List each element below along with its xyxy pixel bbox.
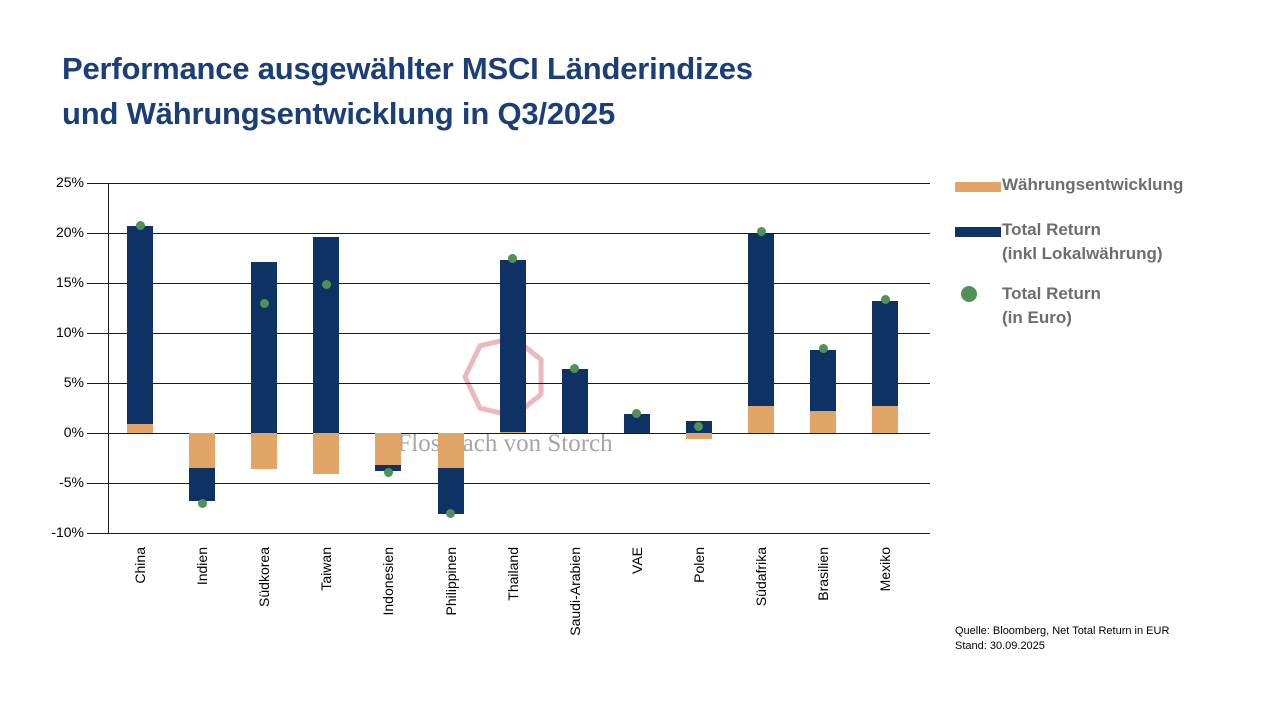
legend-label-line1: Total Return xyxy=(1002,284,1101,303)
euro-return-dot xyxy=(880,294,890,304)
x-axis-label: Taiwan xyxy=(318,547,335,591)
currency-bar-segment xyxy=(189,433,216,468)
currency-bar-segment xyxy=(375,433,402,465)
total-return-bar-segment xyxy=(189,468,216,501)
euro-return-dot xyxy=(259,298,269,308)
grid-line xyxy=(87,183,930,184)
source-line1: Quelle: Bloomberg, Net Total Return in E… xyxy=(955,625,1170,637)
source-line2: Stand: 30.09.2025 xyxy=(955,640,1045,652)
currency-bar-segment xyxy=(748,406,774,433)
currency-bar-segment xyxy=(499,431,526,433)
currency-bar-segment xyxy=(872,406,899,433)
x-axis-label: Südafrika xyxy=(753,547,769,607)
currency-bar-segment xyxy=(251,433,278,469)
currency-bar-segment xyxy=(313,433,340,474)
currency-bar-segment xyxy=(127,424,153,433)
y-axis-label: 25% xyxy=(55,174,84,190)
total-return-bar-segment xyxy=(313,237,340,433)
grid-line xyxy=(87,483,930,484)
currency-bar-segment xyxy=(437,433,464,468)
euro-return-dot xyxy=(197,498,207,508)
total-return-bar-segment xyxy=(127,226,153,424)
total-return-bar-segment xyxy=(251,262,278,433)
y-axis-label: 0% xyxy=(63,424,84,440)
source-note: Quelle: Bloomberg, Net Total Return in E… xyxy=(955,624,1169,654)
y-axis-label: 20% xyxy=(55,224,84,240)
x-axis-label: Saudi-Arabien xyxy=(566,547,583,636)
currency-bar-segment xyxy=(810,411,837,433)
legend-label: Total Return (inkl Lokalwährung) xyxy=(1002,218,1242,266)
euro-return-dot xyxy=(818,343,828,353)
legend-label-line2: (in Euro) xyxy=(1002,308,1072,327)
x-axis-label: Indonesien xyxy=(380,547,397,616)
x-axis-label: Philippinen xyxy=(442,547,459,616)
x-axis-label: Polen xyxy=(690,547,707,583)
grid-line xyxy=(87,533,930,534)
grid-line xyxy=(87,233,930,234)
euro-return-dot xyxy=(446,508,455,518)
legend-label: Total Return (in Euro) xyxy=(1002,282,1242,330)
total-return-bar-segment xyxy=(499,260,526,432)
legend-label-line1: Total Return xyxy=(1002,220,1101,239)
total-return-bar-segment xyxy=(810,350,837,411)
total-return-bar-segment xyxy=(748,234,774,406)
chart-title-line2: und Währungsentwicklung in Q3/2025 xyxy=(62,96,616,131)
euro-return-dot xyxy=(756,226,766,236)
green-dot-swatch-icon xyxy=(961,286,977,302)
euro-return-dot xyxy=(135,220,145,230)
y-axis-line xyxy=(108,183,109,533)
y-axis-label: 15% xyxy=(55,274,84,290)
grid-line xyxy=(87,433,930,434)
chart-title-line1: Performance ausgewählter MSCI Länderindi… xyxy=(62,51,753,86)
x-axis-label: Südkorea xyxy=(256,547,273,607)
y-axis-label: 5% xyxy=(63,374,84,390)
euro-return-dot xyxy=(694,421,704,431)
x-axis-label: Mexiko xyxy=(877,547,894,592)
legend-label-line2: (inkl Lokalwährung) xyxy=(1002,244,1163,263)
y-axis-label: -5% xyxy=(59,474,84,490)
x-axis-label: VAE xyxy=(628,547,645,574)
chart-title: Performance ausgewählter MSCI Länderindi… xyxy=(62,46,942,136)
navy-bar-swatch-icon xyxy=(955,227,1001,237)
y-axis-label: -10% xyxy=(51,524,84,540)
currency-bar-segment xyxy=(685,433,712,439)
x-axis-label: Indien xyxy=(194,547,211,586)
euro-return-dot xyxy=(632,408,642,418)
legend-label: Währungsentwicklung xyxy=(1002,175,1184,194)
x-axis-label: China xyxy=(132,547,148,584)
watermark-text: Flossbach von Storch xyxy=(397,430,613,457)
euro-return-dot xyxy=(383,467,393,477)
euro-return-dot xyxy=(508,253,518,263)
euro-return-dot xyxy=(321,279,331,289)
total-return-bar-segment xyxy=(561,369,588,433)
total-return-bar-segment xyxy=(623,414,650,433)
x-axis-label: Brasilien xyxy=(815,547,832,601)
total-return-bar-segment xyxy=(872,301,899,406)
x-axis-label: Thailand xyxy=(504,547,521,601)
total-return-bar-segment xyxy=(437,468,464,514)
euro-return-dot xyxy=(570,363,580,373)
tan-bar-swatch-icon xyxy=(955,182,1001,192)
y-axis-label: 10% xyxy=(55,324,84,340)
